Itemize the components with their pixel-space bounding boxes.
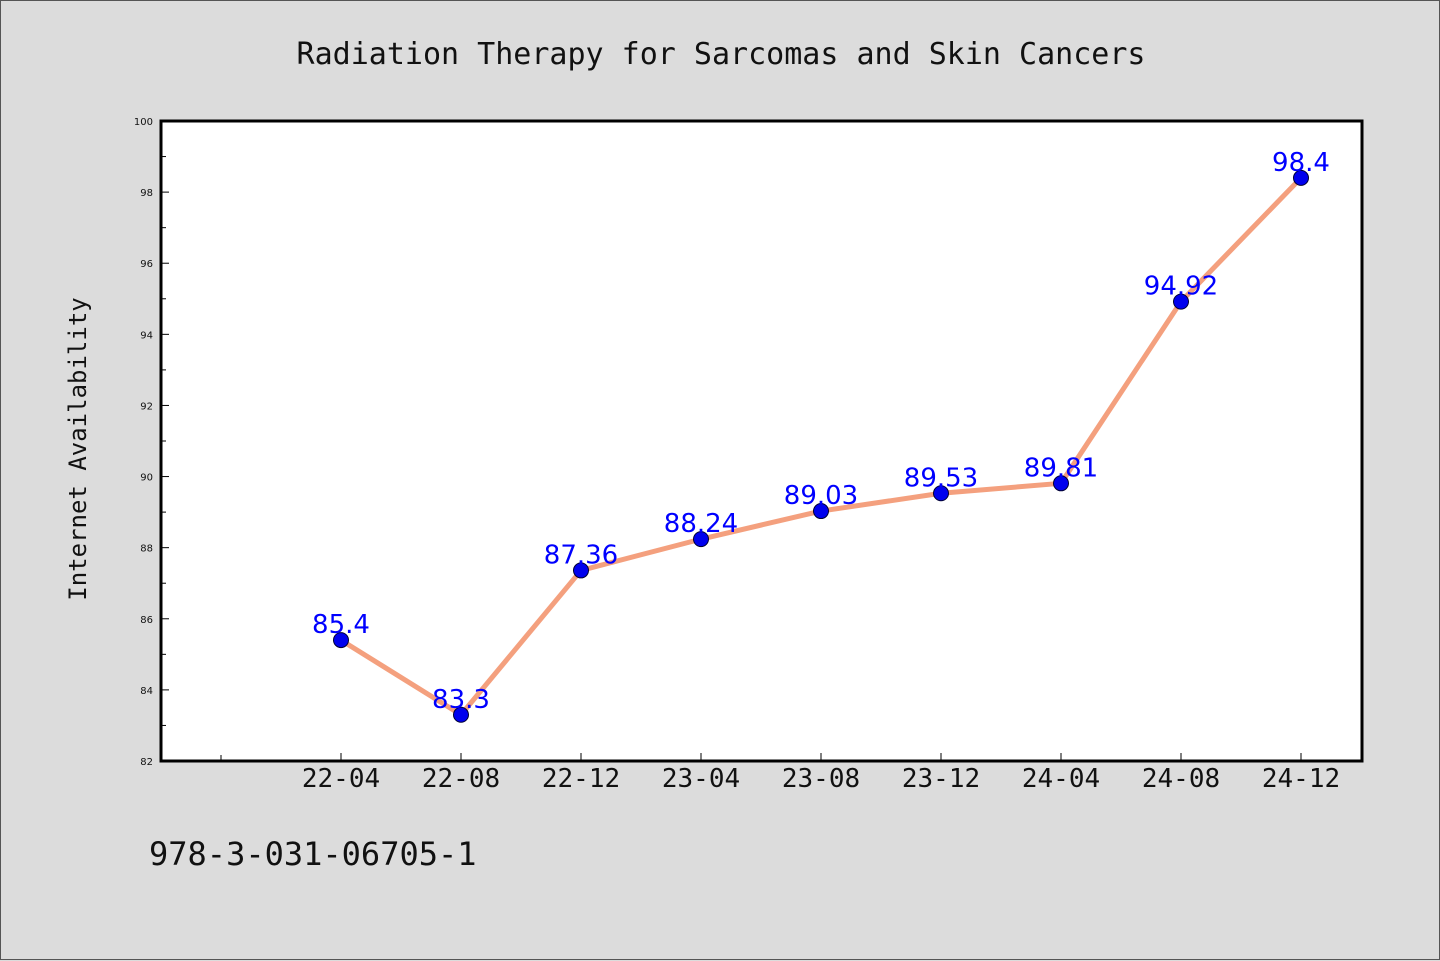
data-label: 83.3 [432,685,490,715]
x-tick-label: 23-12 [902,764,980,794]
y-tick-label: 92 [140,401,153,412]
x-axis-ticks: 22-04 22-08 22-12 23-04 23-08 23-12 24-04 24-08… [220,753,1340,794]
data-point [813,503,829,520]
y-tick-label: 88 [140,544,153,555]
data-label: 85.4 [312,610,370,640]
data-point [933,485,949,502]
data-point [693,531,709,548]
data-label: 89.81 [1024,453,1098,483]
data-point [1053,475,1069,492]
x-tick-label: 24-08 [1142,764,1220,794]
data-label: 87.36 [544,540,618,570]
y-tick-label: 90 [140,473,153,484]
y-tick-label: 94 [140,330,153,341]
x-tick-label: 24-04 [1022,764,1100,794]
isbn-footnote: 978-3-031-06705-1 [149,835,477,873]
data-label: 89.03 [784,481,858,511]
y-axis-label: Internet Availability [64,297,92,600]
y-tick-label: 82 [140,757,153,768]
data-labels: 85.4 83.3 87.36 88.24 89.03 89.53 89.81 94.92 98… [312,148,1330,715]
data-point [453,706,469,723]
data-point [333,632,349,649]
data-point [573,562,589,579]
data-label: 88.24 [664,509,738,539]
data-label: 94.92 [1144,272,1218,302]
y-tick-label: 96 [140,259,153,270]
chart-title: Radiation Therapy for Sarcomas and Skin … [297,37,1146,72]
y-tick-label: 100 [134,117,153,128]
y-axis-ticks: 82 84 86 88 90 92 94 96 98 100 [134,117,169,768]
x-tick-label: 22-12 [542,764,620,794]
y-tick-label: 86 [140,615,153,626]
x-tick-label: 23-04 [662,764,740,794]
y-tick-label: 84 [140,686,153,697]
x-tick-label: 23-08 [782,764,860,794]
data-point [1173,293,1189,310]
x-tick-label: 24-12 [1262,764,1340,794]
data-label: 98.4 [1272,148,1330,178]
data-point [1293,169,1309,186]
x-tick-label: 22-04 [302,764,380,794]
plot-area [159,119,1364,763]
y-tick-label: 98 [140,188,153,199]
data-label: 89.53 [904,463,978,493]
data-markers [333,169,1309,723]
x-tick-label: 22-08 [422,764,500,794]
